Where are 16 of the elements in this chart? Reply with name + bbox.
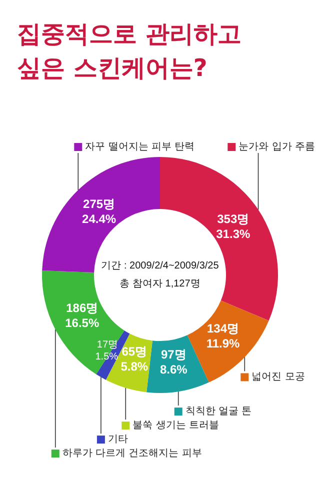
legend-label: 칙칙한 얼굴 톤 [185, 406, 252, 418]
data-label: 353명 31.3% [216, 212, 250, 241]
data-label: 97명 8.6% [160, 347, 188, 376]
data-label: 134명 11.9% [206, 322, 240, 351]
legend-label: 기타 [108, 434, 128, 446]
data-label: 65명 5.8% [120, 344, 148, 374]
legend-label: 불쑥 생기는 트러블 [132, 420, 219, 432]
text: 총 참여자 1,127명 [120, 278, 200, 290]
data-label: 275명 24.4% [82, 197, 116, 226]
legend-label: 넓어진 모공 [252, 372, 305, 383]
data-label: 186명 16.5% [65, 301, 100, 330]
legend-label: 자꾸 떨어지는 피부 탄력 [85, 142, 195, 152]
legend-label: 하루가 다르게 건조해지는 피부 [62, 448, 202, 460]
chart-title: 집중적으로 관리하고 싶은 스킨케어는? [17, 20, 250, 82]
text: 기간 : 2009/2/4~2009/3/25 [101, 260, 220, 272]
legend-label: 눈가와 입가 주름 [238, 142, 315, 152]
